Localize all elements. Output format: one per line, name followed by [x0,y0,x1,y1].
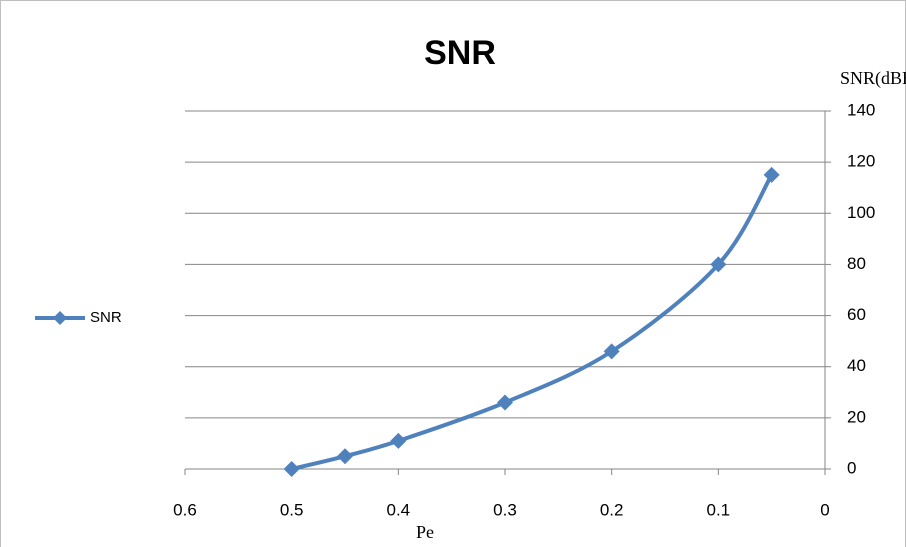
marker [497,394,513,411]
x-tick-label: 0.4 [387,500,411,519]
x-tick-label: 0.5 [280,500,304,519]
y-tick-label: 120 [847,152,875,171]
chart-title: SNR [424,34,496,72]
y-tick-label: 140 [847,100,875,119]
marker [390,432,407,449]
x-axis-label: Pe [416,522,434,542]
y-tick-label: 80 [847,254,866,273]
legend-marker [53,311,67,325]
legend-label: SNR [90,309,122,326]
x-tick-label: 0 [820,500,829,519]
marker [283,461,300,477]
y-tick-label: 0 [847,458,856,477]
marker [763,166,780,183]
y-tick-label: 20 [847,407,866,426]
marker [337,448,353,465]
x-tick-label: 0.6 [173,500,197,519]
x-tick-label: 0.3 [493,500,517,519]
marker [603,343,620,360]
y-tick-label: 40 [847,356,866,375]
marker [710,256,727,273]
y-tick-label: 60 [847,305,866,324]
y-tick-label: 100 [847,203,875,222]
x-tick-label: 0.2 [600,500,624,519]
x-tick-label: 0.1 [707,500,731,519]
y-axis-label: SNR(dBHz) [840,68,906,89]
